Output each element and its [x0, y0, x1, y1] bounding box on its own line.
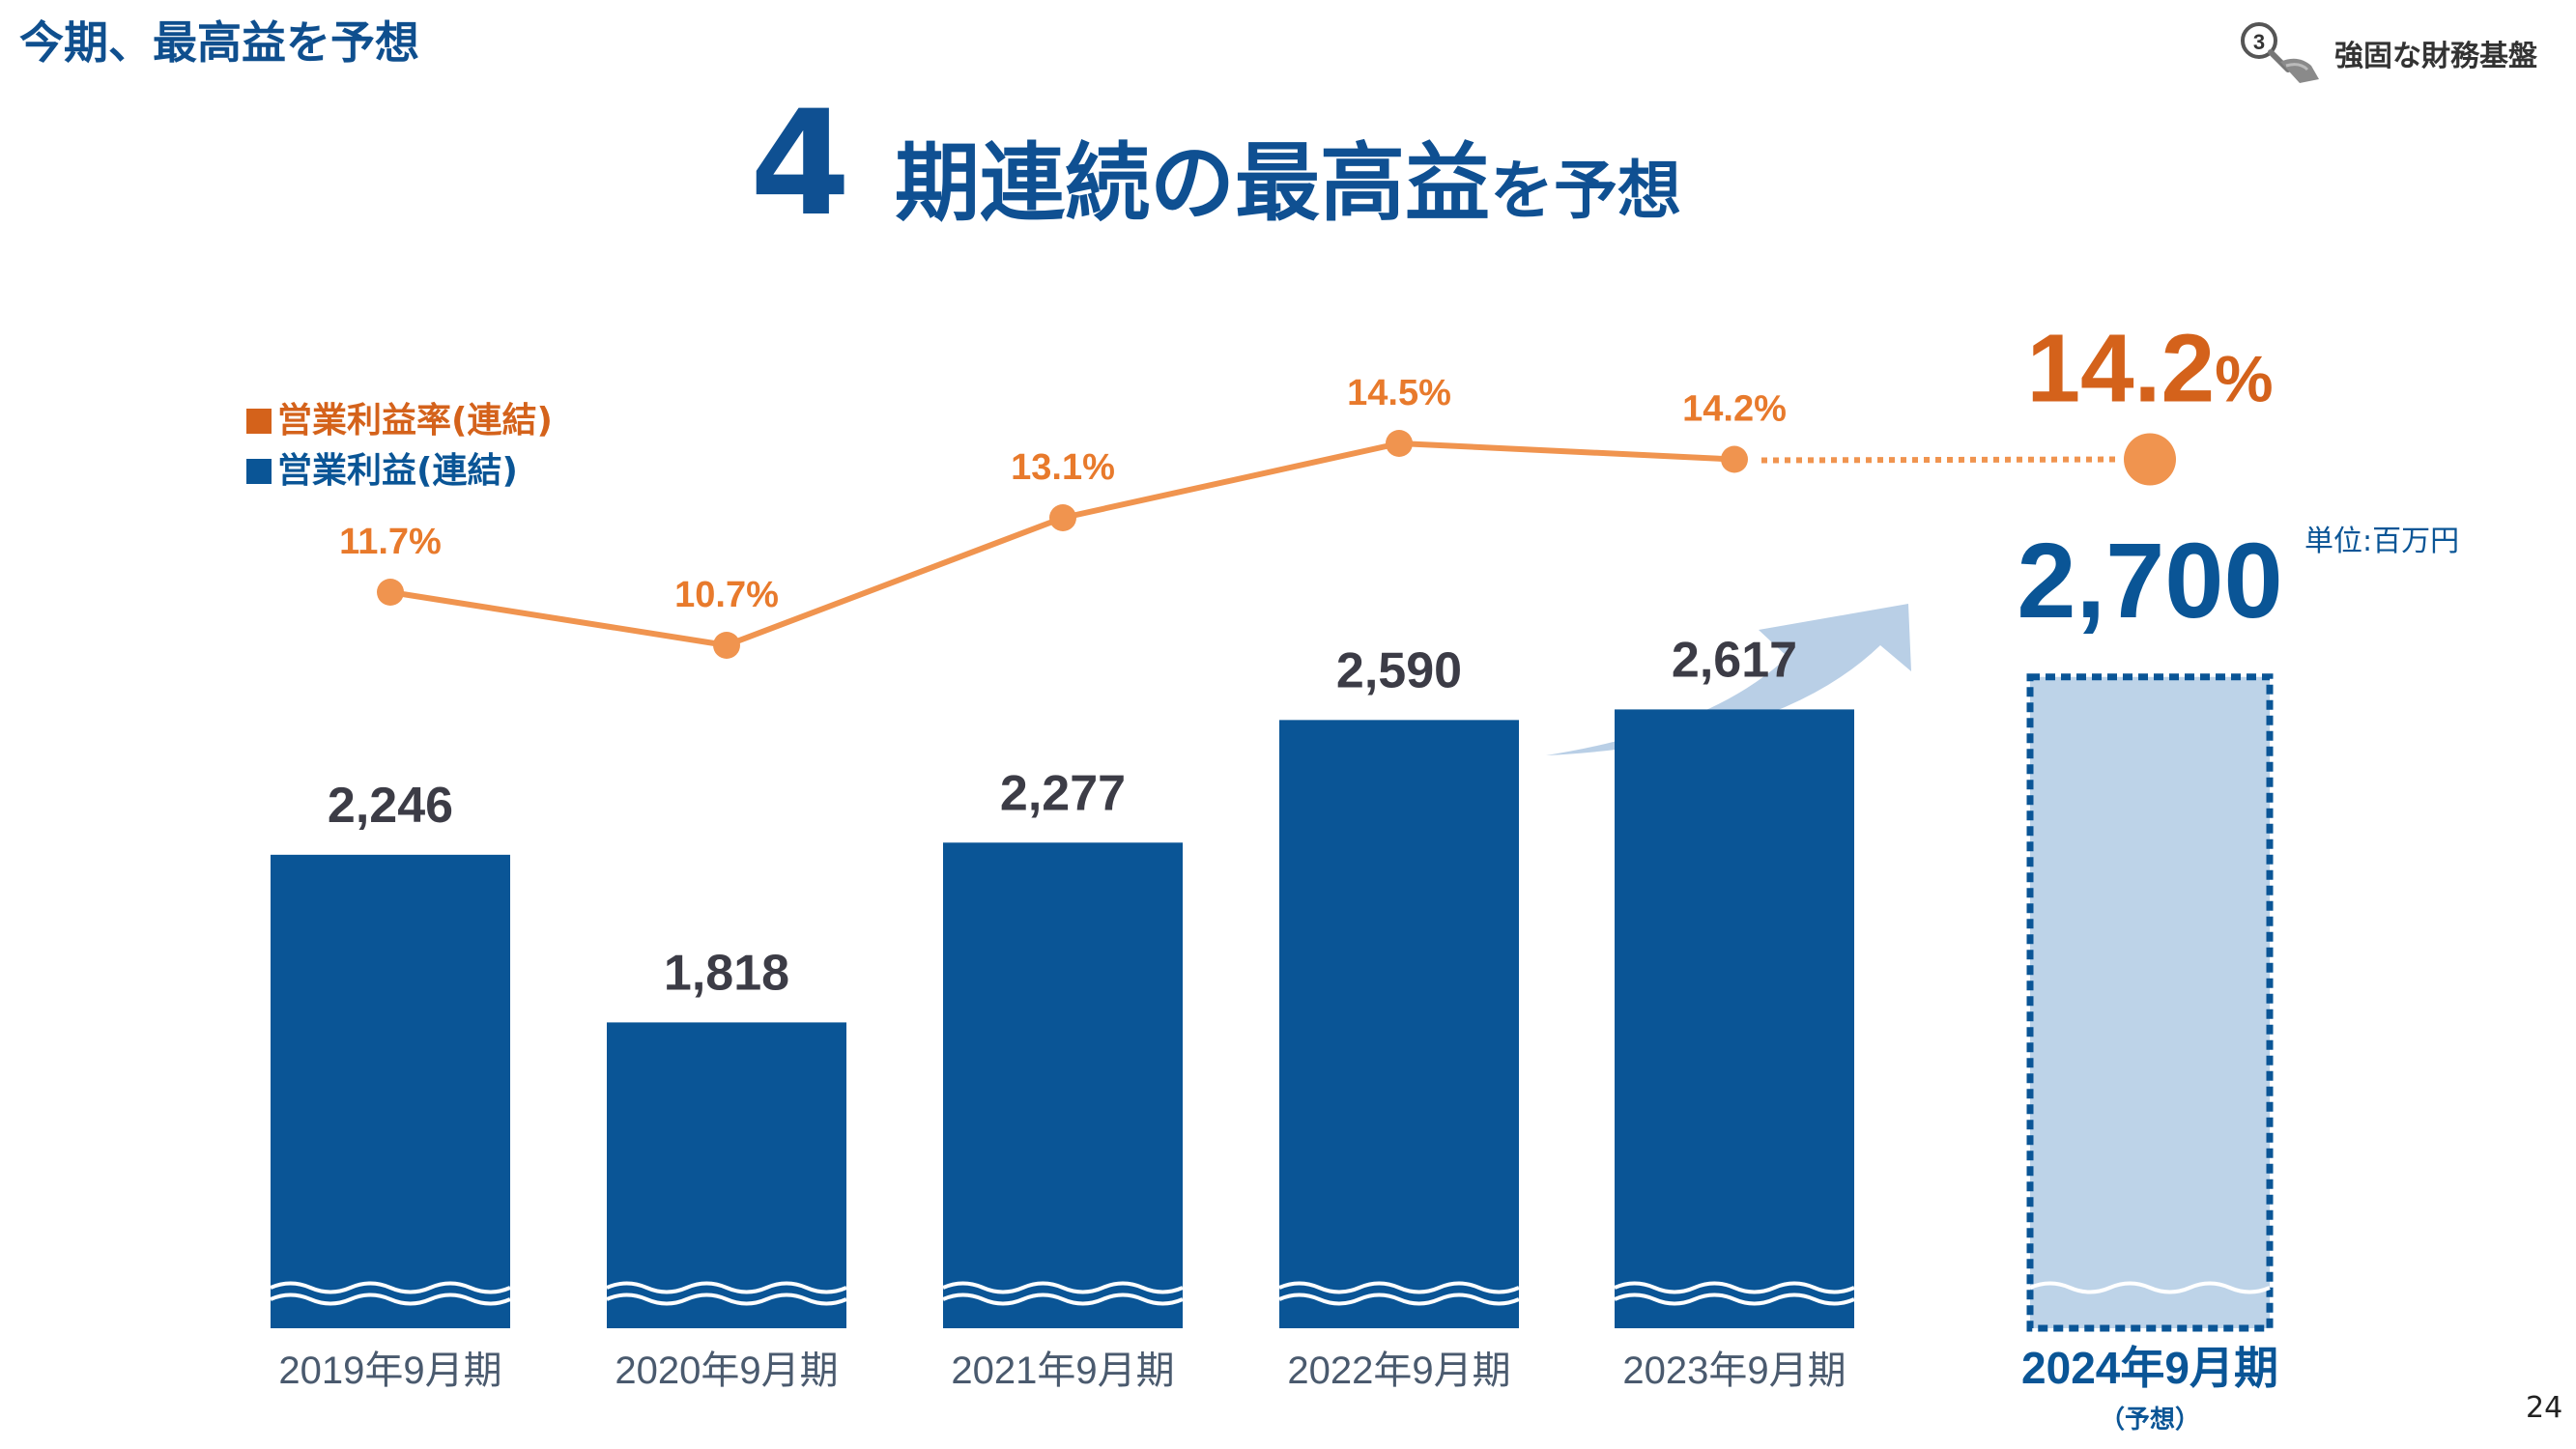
axis-break-wave [1614, 1293, 1855, 1306]
x-tick-label: 2020年9月期 [615, 1350, 838, 1392]
margin-forecast-line [1760, 456, 2122, 464]
forecast-margin-label: 14.2% [2026, 315, 2273, 423]
headline-text: 期連続の最高益を予想 [895, 126, 1681, 249]
margin-label: 13.1% [1011, 447, 1115, 488]
forecast-note: （予想） [2100, 1405, 2200, 1434]
axis-break-wave [606, 1281, 847, 1294]
margin-point [713, 632, 740, 659]
bar [1279, 720, 1519, 1328]
growth-arrow [1546, 604, 1911, 755]
badge-number: 3 [2253, 30, 2265, 54]
axis-break-wave [1278, 1293, 1520, 1306]
badge-text: 強固な財務基盤 [2334, 40, 2537, 73]
section-title: 今期、最高益を予想 [19, 16, 419, 69]
axis-break-wave [270, 1293, 511, 1306]
legend-label-profit: 営業利益(連結) [277, 451, 518, 491]
bar-value-label: 2,246 [328, 778, 453, 834]
axis-break-wave [2029, 1281, 2271, 1294]
axis-break-wave [942, 1293, 1184, 1306]
x-tick-label: 2022年9月期 [1287, 1350, 1510, 1392]
axis-break-wave [1278, 1281, 1520, 1294]
forecast-bar [2026, 673, 2274, 1332]
margin-point [1049, 504, 1076, 531]
margin-label: 14.2% [1682, 389, 1787, 430]
bar-value-label: 2,617 [1672, 632, 1797, 688]
x-tick-label: 2019年9月期 [278, 1350, 501, 1392]
legend-swatch-profit [246, 459, 272, 484]
margin-point [1721, 445, 1748, 473]
axis-break-wave [942, 1281, 1184, 1294]
margin-label: 14.5% [1347, 373, 1451, 413]
unit-label: 単位:百万円 [2304, 525, 2460, 558]
legend-item-margin: 営業利益率(連結) [246, 396, 553, 446]
bar [271, 854, 510, 1328]
forecast-value-label: 2,700 [2017, 522, 2282, 640]
section-badge: 3 強固な財務基盤 [2238, 19, 2537, 87]
chart-legend: 営業利益率(連結) 営業利益(連結) [246, 396, 553, 497]
bar [607, 1022, 846, 1328]
bar-value-label: 1,818 [664, 945, 789, 1001]
headline-number: 4 [750, 80, 851, 248]
x-tick-label: 2021年9月期 [951, 1350, 1174, 1392]
forecast-margin-percent: % [2215, 343, 2273, 416]
bar [1615, 709, 1854, 1328]
axis-break-wave [606, 1293, 847, 1306]
margin-point [377, 579, 404, 606]
margin-label: 11.7% [339, 522, 442, 562]
forecast-point [2124, 433, 2176, 486]
bar-value-label: 2,590 [1336, 642, 1462, 698]
bar-value-label: 2,277 [1000, 765, 1126, 821]
headline-text-large: 期連続の最高益 [895, 133, 1491, 233]
legend-item-profit: 営業利益(連結) [246, 446, 553, 497]
legend-label-margin: 営業利益率(連結) [277, 401, 553, 440]
margin-label: 10.7% [674, 575, 779, 615]
headline-text-small: を予想 [1490, 154, 1682, 228]
bar [943, 842, 1183, 1328]
margin-point [1386, 430, 1413, 457]
magnifier-hand-icon: 3 [2241, 22, 2319, 83]
axis-break-wave [270, 1281, 511, 1294]
page-number: 24 [2526, 1391, 2563, 1425]
x-tick-label: 2024年9月期 [2021, 1343, 2278, 1393]
axis-break-wave [1614, 1281, 1855, 1294]
legend-swatch-margin [246, 409, 272, 434]
x-tick-label: 2023年9月期 [1622, 1350, 1846, 1392]
